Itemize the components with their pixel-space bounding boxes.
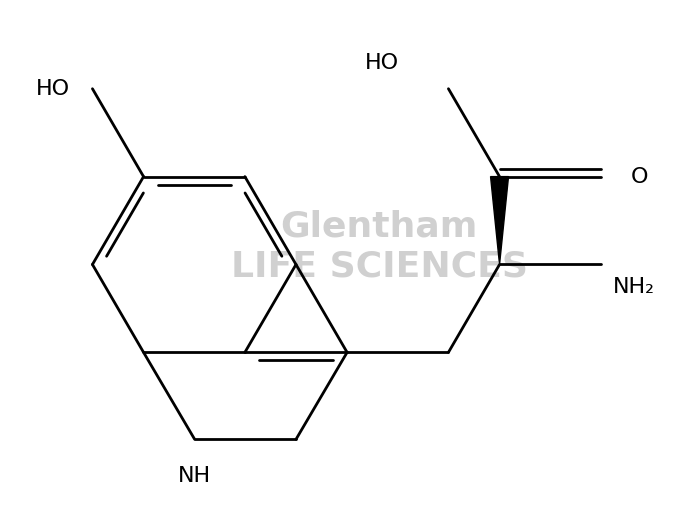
Text: NH₂: NH₂ xyxy=(612,277,654,297)
Text: NH: NH xyxy=(178,466,211,486)
Text: O: O xyxy=(631,166,648,187)
Text: HO: HO xyxy=(36,79,70,99)
Text: HO: HO xyxy=(365,53,399,73)
Polygon shape xyxy=(491,177,509,265)
Text: Glentham
LIFE SCIENCES: Glentham LIFE SCIENCES xyxy=(231,210,528,283)
